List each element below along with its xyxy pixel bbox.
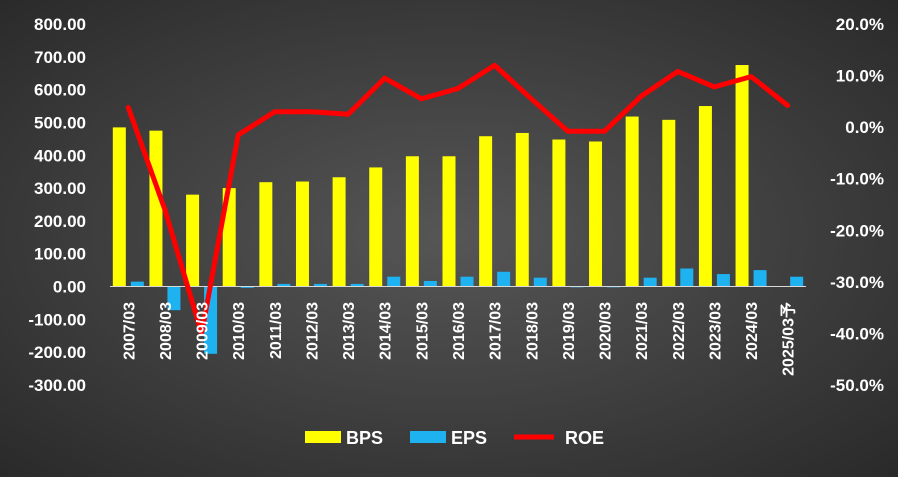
right-axis-tick-label: -30.0% <box>830 273 884 292</box>
bps-bar <box>589 141 603 287</box>
right-axis-tick-label: -20.0% <box>830 221 884 240</box>
bps-bar <box>405 156 419 287</box>
left-axis-tick-label: -300.00 <box>28 376 86 395</box>
category-label: 2020/03 <box>598 302 615 360</box>
bps-bar <box>149 130 163 287</box>
category-label: 2019/03 <box>561 302 578 360</box>
category-label: 2024/03 <box>744 302 761 360</box>
eps-bar <box>643 277 657 287</box>
legend-bps-label: BPS <box>346 428 383 448</box>
eps-bar <box>460 276 474 287</box>
bps-bar <box>259 182 273 287</box>
left-axis-tick-label: -200.00 <box>28 343 86 362</box>
bps-bar <box>698 106 712 287</box>
category-label: 2015/03 <box>414 302 431 360</box>
bps-bar <box>479 136 493 287</box>
bps-bar <box>332 177 346 287</box>
category-label: 2010/03 <box>231 302 248 360</box>
right-axis-tick-label: -40.0% <box>830 324 884 343</box>
category-label: 2017/03 <box>488 302 505 360</box>
bps-bar <box>369 167 383 287</box>
eps-bar <box>240 286 254 288</box>
bps-bar <box>735 65 749 287</box>
bars-layer <box>112 65 804 354</box>
category-label: 2014/03 <box>378 302 395 360</box>
category-label: 2016/03 <box>451 302 468 360</box>
left-axis-tick-label: 300.00 <box>34 179 86 198</box>
eps-bar <box>387 276 401 287</box>
bps-bar <box>295 181 309 287</box>
category-labels: 2007/03 2008/03 2009/03 2010/03 2011/03 2012/… <box>121 302 797 376</box>
left-axis-tick-label: 500.00 <box>34 113 86 132</box>
eps-bar <box>167 286 181 311</box>
bps-bar <box>442 156 456 287</box>
eps-bar <box>533 277 547 287</box>
right-axis-tick-label: 10.0% <box>836 67 884 86</box>
category-label: 2025/03予 <box>780 302 798 376</box>
left-axis-tick-label: 400.00 <box>34 146 86 165</box>
category-label: 2022/03 <box>671 302 688 360</box>
left-axis-tick-label: 600.00 <box>34 81 86 100</box>
eps-bar <box>350 283 364 287</box>
bps-bar <box>112 127 126 287</box>
left-axis-tick-label: 0.00 <box>53 278 86 297</box>
eps-bar <box>753 270 767 287</box>
legend-bps-swatch <box>305 431 341 443</box>
roe-line-layer <box>125 62 791 336</box>
category-label: 2013/03 <box>341 302 358 360</box>
eps-bar <box>313 283 327 287</box>
left-axis-tick-label: 700.00 <box>34 48 86 67</box>
right-axis-tick-label: 20.0% <box>836 15 884 34</box>
category-label: 2023/03 <box>707 302 724 360</box>
eps-bar <box>497 271 511 287</box>
category-label: 2012/03 <box>304 302 321 360</box>
left-axis-tick-label: 100.00 <box>34 245 86 264</box>
right-axis-tick-label: -50.0% <box>830 376 884 395</box>
eps-bar <box>680 268 694 287</box>
bps-bar <box>662 119 676 287</box>
eps-bar <box>130 281 144 287</box>
category-label: 2007/03 <box>121 302 138 360</box>
legend-roe-label: ROE <box>565 428 604 448</box>
right-axis-ticks: 20.0% 10.0% 0.0% -10.0% -20.0% -30.0% -40.0% -5… <box>830 15 884 395</box>
right-axis-tick-label: -10.0% <box>830 170 884 189</box>
eps-bar <box>277 283 291 287</box>
bps-bar <box>625 116 639 287</box>
category-label: 2009/03 <box>195 302 212 360</box>
category-label: 2021/03 <box>634 302 651 360</box>
legend-eps-label: EPS <box>451 428 487 448</box>
eps-bar <box>716 274 730 287</box>
bps-bar <box>186 194 200 287</box>
category-label: 2011/03 <box>268 302 285 359</box>
bps-bar <box>515 132 529 287</box>
legend: BPS EPS ROE <box>305 428 604 448</box>
eps-bar <box>423 280 437 287</box>
right-axis-tick-label: 0.0% <box>845 118 884 137</box>
eps-bar <box>790 276 804 287</box>
roe-line <box>125 62 791 336</box>
bps-bar <box>552 139 566 287</box>
legend-eps-swatch <box>410 431 446 443</box>
left-axis-tick-label: 200.00 <box>34 212 86 231</box>
left-axis-tick-label: -100.00 <box>28 310 86 329</box>
left-axis-ticks: 800.00 700.00 600.00 500.00 400.00 300.00 200.… <box>28 15 86 395</box>
left-axis-tick-label: 800.00 <box>34 15 86 34</box>
category-label: 2018/03 <box>524 302 541 360</box>
category-label: 2008/03 <box>158 302 175 360</box>
